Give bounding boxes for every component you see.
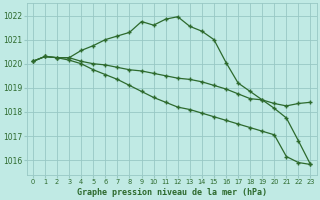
X-axis label: Graphe pression niveau de la mer (hPa): Graphe pression niveau de la mer (hPa): [77, 188, 267, 197]
